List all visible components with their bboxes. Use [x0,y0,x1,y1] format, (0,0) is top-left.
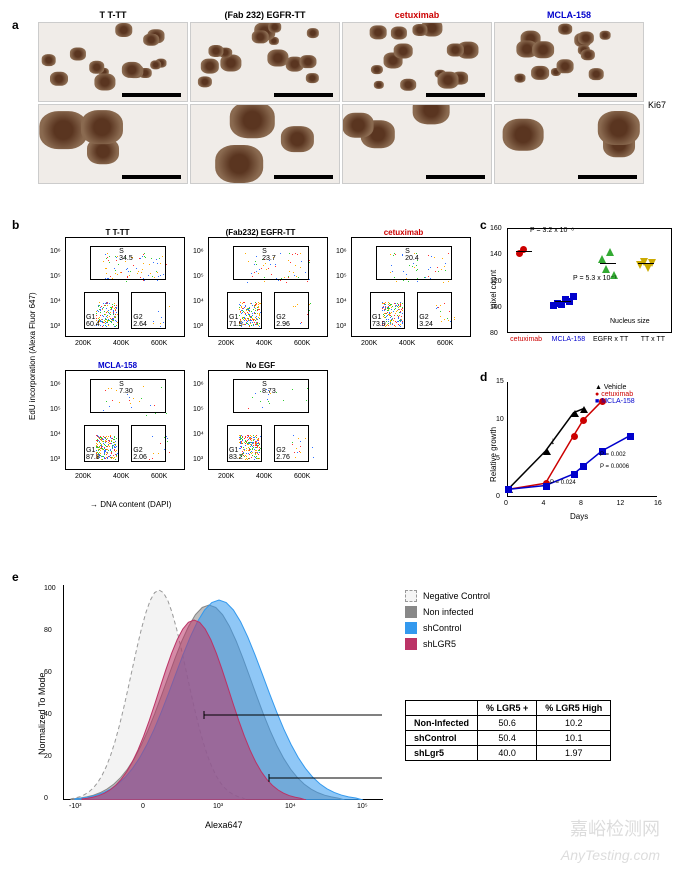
panel-b-yaxis: EdU incorporation (Alexa Fluor 647) [28,292,37,420]
e-xlabel: Alexa647 [205,820,243,830]
c-p1: P = 3.2 x 10⁻⁶ [530,226,574,234]
d-leg0: Vehicle [604,384,627,391]
panel-c-label: c [480,218,487,232]
d-p2: P = 0.024 [550,480,576,486]
micrograph [38,22,188,102]
panel-b-label: b [12,218,19,232]
micrograph [342,104,492,184]
micrograph [494,104,644,184]
panel-d-label: d [480,370,487,384]
col-header-1: (Fab 232) EGFR-TT [190,10,340,20]
e-legend: Negative ControlNon infectedshControlshL… [405,590,490,654]
d-p0: P = 0.002 [600,452,626,458]
panel-c: pixel count 80100120140160 P = 3.2 x 10⁻… [495,228,672,333]
d-legend: ▲ Vehicle ● cetuximab ■ MCLA-158 [595,384,635,405]
cyto-plot: cetuximabS20.4G173.9G23.2410³10⁴10⁵10⁶20… [336,228,471,353]
panel-a: T T-TT (Fab 232) EGFR-TT cetuximab MCLA-… [38,10,644,184]
c-x2: EGFR x TT [592,336,630,343]
col-header-0: T T-TT [38,10,188,20]
c-x1: MCLA-158 [549,336,587,343]
panel-d: Relative growth 0510150481216↓ Days ▲ Ve… [495,382,657,497]
ki67-label: Ki67 [648,100,666,110]
cyto-plot: T T-TTS34.5G160.4G22.6410³10⁴10⁵10⁶200K4… [50,228,185,353]
c-x3: TT x TT [634,336,672,343]
cyto-plot: MCLA-158S7.30G187.9G22.0610³10⁴10⁵10⁶200… [50,361,185,486]
cyto-plot: (Fab232) EGFR-TTS23.7G171.5G22.9610³10⁴1… [193,228,328,353]
micrograph [190,22,340,102]
d-xlabel: Days [570,512,588,521]
col-header-2: cetuximab [342,10,492,20]
e-table: % LGR5 +% LGR5 High Non-Infected50.610.2… [405,700,611,761]
panel-a-label: a [12,18,19,32]
d-leg2: MCLA-158 [601,398,634,405]
cyto-plot: No EGFS8.73G183.2G22.7610³10⁴10⁵10⁶200K4… [193,361,328,486]
d-p1: P = 0.0006 [600,464,629,470]
xaxis-text: DNA content (DAPI) [100,500,171,509]
micrograph [38,104,188,184]
watermark2: AnyTesting.com [561,847,660,863]
c-sub: Nucleus size [610,318,650,325]
micrograph [190,104,340,184]
c-ylabel: pixel count [489,270,498,308]
c-p2: P = 5.3 x 10⁻⁷ [573,274,617,282]
micrograph [342,22,492,102]
panel-e-label: e [12,570,19,584]
watermark1: 嘉峪检测网 [570,815,660,841]
panel-e: Normalized To Mode 020406080100-10³010³1… [45,585,383,800]
col-header-3: MCLA-158 [494,10,644,20]
panel-b-xaxis: → DNA content (DAPI) [90,500,171,509]
c-x0: cetuximab [507,336,545,343]
micrograph [494,22,644,102]
d-leg1: cetuximab [601,391,633,398]
